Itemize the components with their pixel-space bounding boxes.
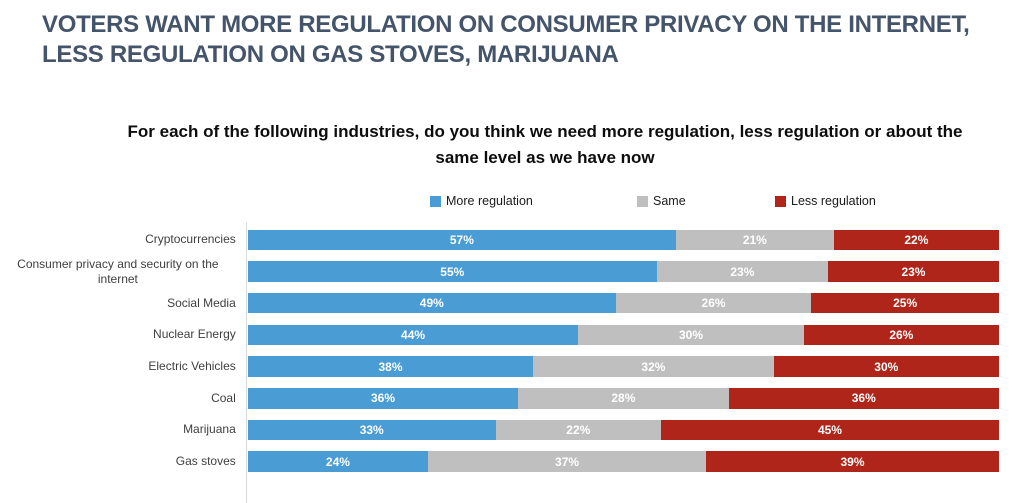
segment-value-label: 24%	[325, 454, 350, 469]
bar-segment: 36%	[728, 388, 999, 409]
chart-row: Marijuana 33% 22% 45%	[0, 414, 999, 446]
bar-segment: 23%	[827, 261, 1000, 282]
bar-segment: 26%	[803, 324, 1000, 346]
bar-segment: 49%	[247, 292, 616, 314]
segment-value-label: 55%	[440, 264, 465, 279]
category-label: Electric Vehicles	[148, 359, 236, 374]
legend-swatch-less-regulation	[775, 195, 786, 207]
chart-row: Social Media 49% 26% 25%	[0, 287, 1000, 319]
segment-value-label: 21%	[742, 232, 767, 247]
category-label: Consumer privacy and security on the int…	[17, 256, 219, 286]
stacked-bar: 24% 37% 39%	[247, 451, 999, 472]
segment-value-label: 30%	[874, 359, 899, 374]
segment-value-label: 25%	[893, 296, 918, 311]
segment-value-label: 23%	[730, 264, 755, 279]
segment-value-label: 45%	[817, 422, 842, 437]
legend: More regulation Same Less regulation	[0, 194, 1024, 212]
segment-value-label: 28%	[611, 391, 636, 406]
category-cell: Social Media	[0, 287, 247, 319]
bar-segment: 28%	[518, 388, 729, 409]
category-cell: Consumer privacy and security on the int…	[0, 256, 247, 288]
chart-title: For each of the following industries, do…	[127, 122, 963, 167]
chart-row: Coal 36% 28% 36%	[0, 382, 999, 414]
category-label: Gas stoves	[175, 454, 236, 469]
segment-value-label: 49%	[419, 296, 444, 311]
category-label: Coal	[211, 390, 236, 405]
category-cell: Marijuana	[0, 414, 247, 446]
category-label: Cryptocurrencies	[145, 232, 236, 247]
stacked-bar: 33% 22% 45%	[247, 419, 999, 441]
segment-value-label: 26%	[889, 327, 914, 342]
segment-value-label: 39%	[840, 454, 865, 469]
bar-segment: 22%	[495, 419, 661, 441]
bar-segment: 39%	[706, 451, 999, 472]
category-cell: Gas stoves	[0, 446, 247, 478]
category-cell: Coal	[0, 382, 247, 414]
legend-item-less-regulation: Less regulation	[775, 194, 876, 208]
stacked-bar: 36% 28% 36%	[247, 388, 999, 409]
bar-segment: 36%	[247, 388, 519, 409]
legend-label: Same	[653, 194, 686, 208]
bar-segment: 24%	[247, 451, 429, 472]
category-cell: Cryptocurrencies	[0, 224, 247, 256]
segment-value-label: 30%	[678, 327, 704, 342]
bar-segment: 44%	[247, 324, 579, 346]
chart-row: Cryptocurrencies 57% 21% 22%	[0, 224, 999, 256]
bar-segment: 30%	[773, 356, 999, 377]
y-axis-line	[246, 222, 247, 503]
legend-label: More regulation	[446, 194, 533, 208]
segment-value-label: 22%	[566, 422, 591, 437]
bar-segment: 26%	[615, 292, 812, 314]
chart-row: Electric Vehicles 38% 32% 30%	[0, 351, 999, 383]
segment-value-label: 22%	[904, 232, 929, 247]
bar-segment: 22%	[833, 229, 999, 251]
bar-segment: 30%	[578, 324, 804, 346]
category-label: Marijuana	[183, 422, 236, 437]
stacked-bar: 55% 23% 23%	[247, 261, 1000, 282]
segment-value-label: 44%	[401, 327, 426, 342]
category-cell: Electric Vehicles	[0, 351, 247, 383]
segment-value-label: 36%	[851, 391, 876, 406]
chart-row: Gas stoves 24% 37% 39%	[0, 446, 999, 478]
bar-segment: 55%	[247, 261, 657, 282]
chart-rows: Cryptocurrencies 57% 21% 22% Consumer privac…	[0, 224, 1000, 478]
segment-value-label: 33%	[359, 422, 384, 437]
legend-item-more-regulation: More regulation	[430, 194, 533, 208]
legend-item-same: Same	[637, 194, 686, 208]
segment-value-label: 23%	[901, 264, 926, 279]
page-title: VOTERS WANT MORE REGULATION ON CONSUMER …	[42, 11, 970, 68]
segment-value-label: 26%	[701, 296, 726, 311]
stacked-bar: 49% 26% 25%	[247, 292, 1000, 314]
bar-segment: 33%	[247, 419, 496, 441]
category-label: Nuclear Energy	[153, 327, 236, 342]
chart-row: Consumer privacy and security on the int…	[0, 256, 1000, 288]
legend-label: Less regulation	[791, 194, 876, 208]
category-label: Social Media	[167, 295, 236, 310]
legend-swatch-same	[637, 195, 648, 207]
segment-value-label: 57%	[449, 232, 474, 247]
legend-swatch-more-regulation	[430, 195, 441, 207]
stacked-bar: 44% 30% 26%	[247, 324, 1000, 346]
stacked-bar: 57% 21% 22%	[247, 229, 999, 251]
bar-segment: 38%	[247, 356, 534, 377]
bar-segment: 32%	[533, 356, 774, 377]
bar-segment: 25%	[811, 292, 1000, 314]
chart-row: Nuclear Energy 44% 30% 26%	[0, 319, 1000, 351]
bar-segment: 45%	[660, 419, 999, 441]
bar-segment: 23%	[656, 261, 828, 282]
bar-segment: 57%	[247, 229, 676, 251]
category-cell: Nuclear Energy	[0, 319, 247, 351]
segment-value-label: 38%	[378, 359, 403, 374]
segment-value-label: 36%	[370, 391, 395, 406]
bar-segment: 37%	[428, 451, 707, 472]
bar-segment: 21%	[675, 229, 834, 251]
stacked-bar: 38% 32% 30%	[247, 356, 999, 377]
segment-value-label: 37%	[555, 454, 580, 469]
segment-value-label: 32%	[641, 359, 666, 374]
